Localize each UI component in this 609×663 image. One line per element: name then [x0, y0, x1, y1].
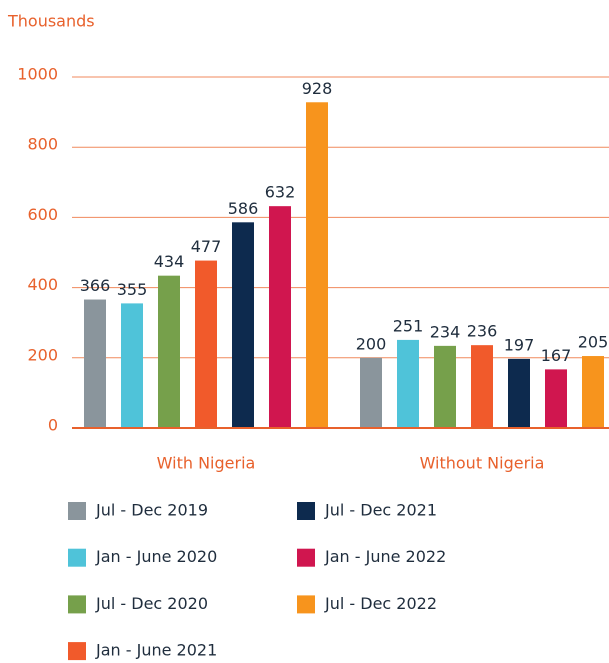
data-label: 205 [578, 333, 609, 352]
bar [232, 222, 254, 428]
legend-label: Jul - Dec 2019 [95, 501, 208, 520]
legend-label: Jan - June 2020 [95, 547, 217, 566]
y-tick-label: 400 [27, 275, 58, 294]
bar [397, 339, 419, 428]
bar [545, 369, 567, 428]
data-label: 234 [430, 322, 461, 341]
bar [471, 345, 493, 428]
legend-swatch [68, 595, 86, 614]
legend-label: Jan - June 2021 [95, 641, 217, 660]
x-tick-label: With Nigeria [157, 454, 256, 473]
bar [195, 260, 217, 428]
legend-swatch [297, 595, 315, 614]
legend-label: Jul - Dec 2020 [95, 594, 208, 613]
x-tick-label: Without Nigeria [420, 454, 545, 473]
bar [121, 303, 143, 428]
data-label: 355 [117, 280, 148, 299]
legend-label: Jul - Dec 2021 [324, 501, 437, 520]
data-label: 632 [265, 183, 296, 202]
y-tick-label: 600 [27, 205, 58, 224]
data-label: 197 [504, 335, 535, 354]
bar [269, 206, 291, 428]
y-axis-label: Thousands [7, 12, 95, 31]
legend-label: Jan - June 2022 [324, 547, 446, 566]
data-label: 477 [191, 237, 222, 256]
y-tick-label: 1000 [17, 65, 58, 84]
legend-label: Jul - Dec 2022 [324, 594, 437, 613]
y-tick-label: 800 [27, 135, 58, 154]
legend-swatch [297, 502, 315, 520]
bar [360, 357, 382, 428]
legend-swatch [68, 642, 86, 661]
legend-swatch [297, 548, 315, 567]
bar [508, 358, 530, 428]
y-tick-label: 200 [27, 345, 58, 364]
bar [158, 275, 180, 428]
bar [434, 345, 456, 428]
y-tick-label: 0 [48, 416, 58, 435]
data-label: 167 [541, 346, 572, 365]
bar [582, 356, 604, 428]
legend-swatch [68, 502, 86, 520]
data-label: 586 [228, 199, 259, 218]
legend-swatch [68, 548, 86, 567]
data-label: 366 [80, 276, 111, 295]
bar [84, 299, 106, 428]
data-label: 200 [356, 334, 387, 353]
data-label: 434 [154, 252, 185, 271]
data-label: 928 [302, 79, 333, 98]
data-label: 236 [467, 322, 498, 341]
bar [306, 102, 328, 428]
data-label: 251 [393, 316, 424, 335]
